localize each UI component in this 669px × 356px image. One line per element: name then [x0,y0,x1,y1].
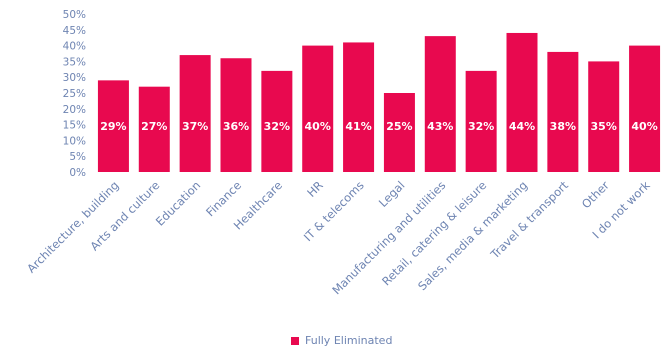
x-tick-label: Arts and culture [87,178,162,253]
bar [465,70,497,172]
bar-value-label: 32% [468,120,494,133]
bar-value-label: 32% [264,120,290,133]
bar-value-label: 35% [591,120,617,133]
x-tick-label: Other [579,178,612,211]
bar [261,70,293,172]
y-tick-label: 50% [63,9,86,21]
y-tick-label: 40% [63,41,86,53]
x-tick-label: Finance [203,178,244,219]
x-tick-label: Travel & transport [487,178,571,262]
bars: 29% 27% 37% 36% 32% 40% 41% 25% 43% 32% 44% 38% 35% 4… [97,32,661,173]
bar [220,58,252,172]
legend-swatch [291,336,299,345]
y-tick-label: 30% [63,72,86,84]
y-tick-label: 0% [69,167,86,179]
y-tick-label: 25% [63,88,86,100]
bar [547,51,579,172]
bar-value-label: 40% [305,120,331,133]
bar-value-label: 38% [550,120,576,133]
bar [506,32,538,173]
bar [97,80,129,172]
y-tick-label: 5% [69,151,86,163]
bar-chart: 0% 5% 10% 15% 20% 25% 30% 35% 40% 45% 50% 29% 27% 37… [24,9,661,297]
bar-value-label: 44% [509,120,535,133]
bar [302,45,334,172]
x-tick-label: HR [304,178,326,200]
bar [424,36,456,173]
bar [179,55,211,172]
bar-value-label: 40% [631,120,657,133]
y-axis: 0% 5% 10% 15% 20% 25% 30% 35% 40% 45% 50% [63,9,86,179]
y-tick-label: 45% [63,25,86,37]
bar-value-label: 43% [427,120,453,133]
bar-value-label: 25% [386,120,412,133]
legend: Fully Eliminated [291,334,392,347]
legend-label: Fully Eliminated [305,334,393,347]
bar-value-label: 37% [182,120,208,133]
y-tick-label: 10% [63,135,86,147]
bar-value-label: 29% [100,120,126,133]
bar [138,86,170,172]
y-tick-label: 15% [63,120,86,132]
bar [343,42,375,172]
y-tick-label: 20% [63,104,86,116]
x-tick-label: Education [153,178,203,228]
bar [383,93,415,172]
bar-value-label: 36% [223,120,249,133]
bar-value-label: 27% [141,120,167,133]
y-tick-label: 35% [63,56,86,68]
x-tick-label: Legal [376,178,408,210]
bar-value-label: 41% [345,120,371,133]
bar [588,61,620,172]
bar [629,45,661,172]
